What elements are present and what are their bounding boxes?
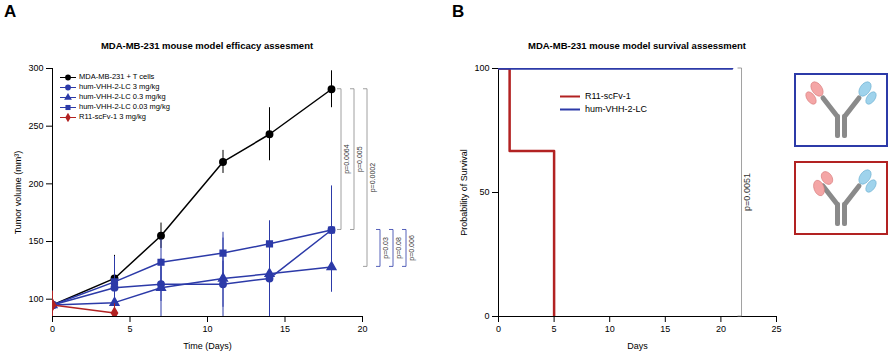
svg-text:p=0.006: p=0.006 — [408, 235, 416, 261]
svg-text:Probability of Survival: Probability of Survival — [459, 149, 469, 236]
svg-text:Time (Days): Time (Days) — [183, 341, 232, 351]
html-text:hum-VHH-2-LC: hum-VHH-2-LC — [585, 104, 647, 114]
svg-text:0: 0 — [50, 324, 55, 334]
html-text:R11-scFv-1 3 mg/kg: R11-scFv-1 3 mg/kg — [79, 112, 146, 121]
svg-text:Days: Days — [627, 341, 648, 351]
svg-text:300: 300 — [28, 63, 43, 73]
html-text:MDA-MB-231 + T cells: MDA-MB-231 + T cells — [79, 72, 155, 81]
svg-text:10: 10 — [202, 324, 212, 334]
html-text:A: A — [4, 2, 17, 21]
svg-text:p=0.0051: p=0.0051 — [742, 173, 752, 211]
svg-text:p=0.08: p=0.08 — [395, 237, 403, 259]
svg-text:15: 15 — [280, 324, 290, 334]
html-text:R11-scFv-1: R11-scFv-1 — [585, 91, 631, 101]
html-text:MDA-MB-231 mouse model efficac: MDA-MB-231 mouse model efficacy assesmen… — [100, 40, 314, 51]
html-text:hum-VHH-2-LC 0.03 mg/kg: hum-VHH-2-LC 0.03 mg/kg — [79, 102, 170, 111]
svg-text:5: 5 — [552, 324, 557, 334]
html-text:MDA-MB-231 mouse model surviva: MDA-MB-231 mouse model survival assessme… — [528, 40, 746, 51]
svg-text:50: 50 — [479, 187, 489, 197]
svg-text:p=0.03: p=0.03 — [382, 237, 390, 259]
html-text:hum-VHH-2-LC 3 mg/kg: hum-VHH-2-LC 3 mg/kg — [79, 82, 160, 91]
svg-text:25: 25 — [771, 324, 781, 334]
svg-text:p=0.0002: p=0.0002 — [369, 163, 377, 192]
svg-text:100: 100 — [28, 294, 43, 304]
svg-text:200: 200 — [28, 179, 43, 189]
svg-text:5: 5 — [127, 324, 132, 334]
svg-text:p=0.005: p=0.005 — [356, 146, 364, 172]
svg-text:20: 20 — [357, 324, 367, 334]
svg-text:p=0.0064: p=0.0064 — [343, 144, 351, 173]
svg-text:0: 0 — [496, 324, 501, 334]
svg-text:20: 20 — [716, 324, 726, 334]
svg-text:10: 10 — [605, 324, 615, 334]
svg-text:0: 0 — [484, 311, 489, 321]
svg-text:250: 250 — [28, 121, 43, 131]
svg-text:150: 150 — [28, 236, 43, 246]
svg-text:Tumor volume (mm³): Tumor volume (mm³) — [13, 151, 23, 235]
svg-text:15: 15 — [660, 324, 670, 334]
svg-text:100: 100 — [474, 63, 489, 73]
html-text:hum-VHH-2-LC 0.3 mg/kg: hum-VHH-2-LC 0.3 mg/kg — [79, 92, 166, 101]
html-text:B: B — [452, 2, 465, 21]
